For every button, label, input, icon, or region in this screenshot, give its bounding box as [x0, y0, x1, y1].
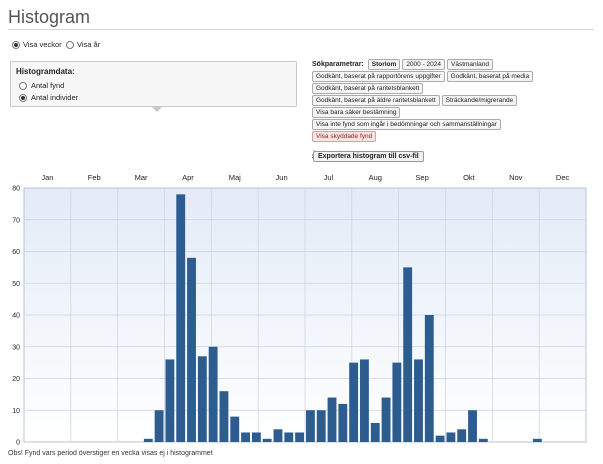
radio-weeks-label: Visa veckor [23, 40, 62, 49]
histogram-bar [176, 194, 186, 442]
month-label: Nov [509, 173, 523, 182]
month-label: Dec [556, 173, 570, 182]
histogram-bar [241, 432, 250, 442]
radio-count-records[interactable]: Antal fynd [19, 81, 64, 90]
histogram-bar [403, 267, 413, 442]
histogram-bar [360, 359, 369, 442]
histogram-bar [165, 359, 175, 442]
month-label: Feb [88, 173, 101, 182]
histogram-bar [305, 410, 315, 442]
histogram-bar [284, 432, 294, 442]
radio-years-label: Visa år [77, 40, 101, 49]
search-parameter-tag: Godkänt, baserat på äldre raritetsblanke… [312, 95, 440, 106]
radio-show-weeks[interactable]: Visa veckor [12, 40, 62, 49]
y-tick-label: 60 [12, 249, 20, 256]
params-line: Godkänt, baserat på raritetsblankett [312, 83, 602, 94]
radio-count-records-indicator[interactable] [19, 81, 27, 90]
histogram-bar [468, 410, 477, 442]
radio-show-years[interactable]: Visa år [66, 40, 100, 49]
histogram-bar [273, 429, 283, 442]
histogram-bar [143, 438, 153, 442]
histogram-bar [349, 362, 359, 442]
search-parameter-tag: Västmanland [447, 59, 493, 70]
histogram-bar [187, 257, 196, 442]
search-parameter-tag: Sträckande/migrerande [441, 95, 518, 106]
search-parameter-tag: Visa bara säker bestämning [312, 107, 401, 118]
search-parameter-tag: Godkänt, baserat på raritetsblankett [312, 83, 424, 94]
histogram-bar [392, 362, 402, 442]
month-label: Maj [229, 173, 241, 182]
title-divider [8, 29, 594, 30]
radio-count-individuals-indicator[interactable] [19, 93, 27, 102]
search-parameter-tag: Godkänt, baserat på rapportörens uppgift… [312, 71, 445, 82]
search-parameter-tag: Storlom [367, 59, 401, 70]
month-label: Jan [41, 173, 53, 182]
histogram-bar [532, 438, 542, 442]
month-label: Jun [276, 173, 288, 182]
histogram-bar [478, 438, 488, 442]
histogram-chart: Jan Feb Mar Apr Maj Jun Jul Aug Sep Okt Nov Dec 0 10 2… [0, 168, 603, 452]
histogram-bar [424, 315, 434, 442]
radio-count-individuals[interactable]: Antal individer [19, 93, 78, 102]
histogram-bar [381, 397, 391, 442]
params-line: Visa skyddade fynd [312, 131, 602, 142]
panel-pointer [152, 107, 162, 112]
histogram-bar [295, 432, 305, 442]
histogram-bar [154, 410, 164, 442]
histogram-bar [414, 359, 423, 442]
histogram-bar [316, 410, 326, 442]
search-parameter-tag: Visa skyddade fynd [312, 131, 377, 142]
histogram-bar [208, 346, 218, 442]
y-tick-label: 80 [12, 186, 20, 193]
histogram-bar [327, 397, 337, 442]
radio-count-individuals-label: Antal individer [31, 93, 79, 102]
histogram-bar [435, 435, 445, 442]
histogram-data-panel: Histogramdata: Antal fynd Antal individe… [10, 61, 297, 107]
params-line: Godkänt, baserat på äldre raritetsblanke… [312, 95, 602, 106]
params-line: Godkänt, baserat på rapportörens uppgift… [312, 71, 602, 82]
y-tick-label: 20 [12, 376, 20, 383]
histogram-data-title: Histogramdata: [16, 67, 75, 76]
month-label: Apr [182, 173, 194, 182]
y-tick-label: 0 [16, 440, 20, 447]
params-line: Sökparametrar: Storlom 2000 - 2024 Västmanl… [312, 59, 602, 70]
search-parameters: Sökparametrar: Storlom 2000 - 2024 Västmanl… [312, 59, 602, 161]
params-line: Visa inte fynd som ingår i bedömningar o… [312, 119, 602, 130]
histogram-chart-svg: Jan Feb Mar Apr Maj Jun Jul Aug Sep Okt Nov Dec 0 10 2… [12, 173, 587, 447]
search-parameter-tag: Visa inte fynd som ingår i bedömningar o… [312, 119, 501, 130]
histogram-bar [251, 432, 261, 442]
search-parameter-tag: Godkänt, baserat på media [446, 71, 534, 82]
histogram-bar [338, 403, 348, 442]
y-tick-label: 30 [12, 344, 20, 351]
month-label: Aug [369, 173, 382, 182]
histogram-bar [197, 356, 207, 442]
y-tick-label: 50 [12, 281, 20, 288]
histogram-bar [457, 429, 467, 442]
histogram-bar [230, 416, 240, 442]
footnote: Obs! Fynd vars period överstiger en veck… [8, 450, 213, 457]
radio-count-records-label: Antal fynd [31, 81, 65, 90]
month-label: Jul [324, 173, 334, 182]
histogram-bar [446, 432, 456, 442]
search-parameters-label: Sökparametrar: [312, 61, 364, 68]
histogram-bar [262, 438, 272, 442]
histogram-bar [370, 422, 380, 442]
month-label: Okt [463, 173, 476, 182]
month-label: Mar [135, 173, 148, 182]
y-tick-label: 40 [12, 313, 20, 320]
radio-weeks-indicator[interactable] [12, 40, 20, 49]
page-title: Histogram [8, 7, 91, 27]
month-label: Sep [415, 173, 428, 182]
params-line: Visa bara säker bestämning [312, 107, 602, 118]
export-csv-button[interactable]: Exportera histogram till csv-fil [313, 151, 424, 162]
y-tick-label: 70 [12, 217, 20, 224]
search-parameter-tag: 2000 - 2024 [402, 59, 446, 70]
radio-years-indicator[interactable] [66, 40, 74, 49]
histogram-bar [219, 391, 229, 442]
y-tick-label: 10 [12, 408, 20, 415]
